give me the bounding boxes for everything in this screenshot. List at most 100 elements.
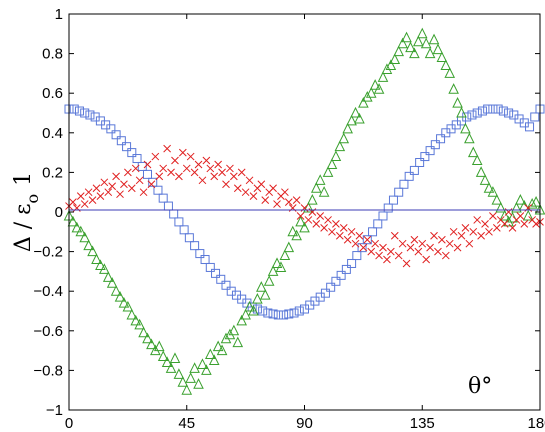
square-marker xyxy=(190,241,200,251)
triangle-marker xyxy=(495,201,507,213)
x-marker xyxy=(273,200,281,208)
x-tick-label: 0 xyxy=(65,415,73,432)
triangle-marker xyxy=(153,340,165,352)
square-marker xyxy=(116,136,126,146)
square-marker xyxy=(279,310,289,320)
square-marker xyxy=(122,142,132,152)
square-marker xyxy=(85,110,95,120)
x-marker xyxy=(218,168,226,177)
triangle-marker xyxy=(409,47,420,59)
triangle-marker xyxy=(106,277,118,288)
triangle-marker xyxy=(193,378,204,389)
triangle-marker xyxy=(212,340,224,352)
triangle-marker xyxy=(428,33,440,45)
square-marker xyxy=(273,310,283,320)
triangle-marker xyxy=(475,166,487,177)
square-marker xyxy=(352,251,362,261)
triangle-marker xyxy=(354,112,365,124)
triangle-marker xyxy=(479,174,491,185)
y-tick-label: −1 xyxy=(46,402,63,419)
x-marker xyxy=(492,223,501,232)
square-marker xyxy=(477,106,487,116)
x-marker xyxy=(375,251,383,260)
y-tick-label: 0 xyxy=(55,204,63,221)
x-marker xyxy=(296,212,305,220)
triangle-marker xyxy=(177,376,189,387)
square-marker xyxy=(399,179,409,189)
x-marker xyxy=(406,243,415,252)
triangle-marker xyxy=(401,31,412,43)
x-marker xyxy=(316,212,325,220)
triangle-marker xyxy=(142,332,153,344)
square-marker xyxy=(472,108,482,118)
x-marker xyxy=(532,220,540,228)
x-marker xyxy=(284,198,293,206)
square-marker xyxy=(415,158,425,167)
x-marker xyxy=(386,247,395,256)
triangle-marker xyxy=(287,225,299,237)
triangle-marker xyxy=(114,291,126,302)
triangle-marker xyxy=(440,59,452,70)
x-marker xyxy=(104,188,113,197)
x-axis-ticks: 0 45 90 135 180 xyxy=(65,14,545,432)
triangle-marker xyxy=(358,96,369,108)
square-marker xyxy=(357,243,367,253)
x-axis-label: θ° xyxy=(468,374,492,399)
triangle-marker xyxy=(389,53,401,65)
y-tick-label: 0.8 xyxy=(42,46,63,63)
square-marker xyxy=(483,104,493,114)
x-marker xyxy=(438,235,446,244)
square-marker xyxy=(347,258,357,268)
x-marker xyxy=(343,235,352,244)
triangle-marker xyxy=(99,263,110,274)
triangle-marker xyxy=(299,221,310,233)
triangle-marker xyxy=(130,314,142,326)
x-marker xyxy=(163,144,171,153)
triangle-marker xyxy=(271,257,283,268)
triangle-marker xyxy=(228,324,240,336)
x-marker xyxy=(398,239,407,248)
x-marker xyxy=(249,192,258,201)
square-marker xyxy=(132,154,142,164)
triangle-marker xyxy=(161,356,173,367)
triangle-marker xyxy=(420,37,432,49)
x-marker xyxy=(237,168,246,177)
x-marker xyxy=(139,188,148,197)
triangle-marker xyxy=(283,241,295,253)
x-marker xyxy=(96,192,105,201)
x-marker xyxy=(194,160,203,169)
square-marker xyxy=(467,110,477,120)
triangle-marker xyxy=(75,225,87,237)
x-marker xyxy=(178,148,187,157)
x-marker xyxy=(328,227,336,236)
triangle-marker xyxy=(71,221,83,233)
triangle-marker xyxy=(346,114,357,126)
triangle-marker xyxy=(208,354,220,365)
x-marker xyxy=(347,227,356,236)
square-marker xyxy=(211,268,221,278)
y-tick-label: 0.4 xyxy=(42,125,63,142)
x-marker xyxy=(422,255,431,264)
square-marker xyxy=(111,130,121,140)
square-marker xyxy=(174,217,184,227)
x-marker xyxy=(171,156,179,165)
x-marker xyxy=(485,227,493,236)
x-marker xyxy=(147,180,156,189)
triangle-marker xyxy=(204,348,216,360)
triangle-marker xyxy=(224,328,236,340)
square-marker xyxy=(336,270,346,280)
triangle-marker xyxy=(471,154,483,166)
square-marker xyxy=(430,140,440,150)
triangle-marker xyxy=(397,37,408,49)
x-marker xyxy=(520,220,529,228)
x-tick-label: 45 xyxy=(178,415,195,432)
x-marker xyxy=(202,156,211,165)
x-marker xyxy=(190,168,199,177)
triangle-marker xyxy=(491,194,503,205)
x-marker xyxy=(206,164,215,173)
triangle-marker xyxy=(416,27,428,39)
x-marker xyxy=(414,247,423,256)
x-marker xyxy=(182,164,191,173)
triangle-marker xyxy=(405,41,416,53)
x-marker xyxy=(383,255,391,264)
